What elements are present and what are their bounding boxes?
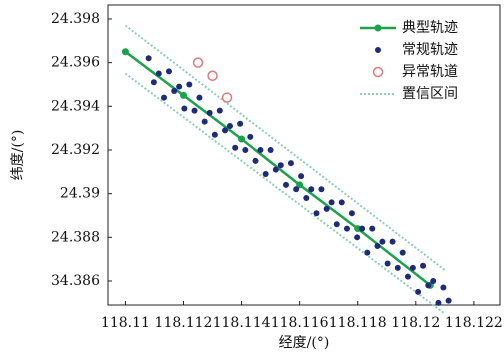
abnormal-point bbox=[192, 57, 204, 68]
normal-point bbox=[293, 186, 300, 193]
confidence-bound bbox=[124, 24, 446, 271]
legend-label: 典型轨迹 bbox=[402, 20, 458, 36]
normal-point bbox=[379, 238, 386, 245]
confidence-bound bbox=[124, 72, 446, 315]
y-tick-label: 24.388 bbox=[51, 229, 100, 245]
track-point bbox=[238, 135, 246, 143]
abnormal-point bbox=[221, 92, 233, 103]
normal-point bbox=[435, 299, 442, 306]
normal-point bbox=[359, 225, 366, 232]
y-axis-label: 纬度/(°) bbox=[10, 130, 26, 181]
track-point bbox=[179, 91, 187, 99]
normal-point bbox=[298, 173, 305, 180]
normal-point bbox=[171, 88, 178, 95]
normal-point bbox=[399, 249, 406, 256]
normal-point bbox=[165, 68, 172, 75]
normal-point bbox=[404, 273, 411, 280]
legend-swatch bbox=[372, 66, 384, 78]
x-axis-label: 经度/(°) bbox=[279, 335, 330, 351]
legend-swatch bbox=[374, 24, 382, 32]
normal-point bbox=[384, 260, 391, 267]
abnormal-point bbox=[207, 70, 218, 81]
normal-point bbox=[196, 94, 203, 101]
normal-point bbox=[181, 105, 188, 112]
normal-point bbox=[272, 166, 279, 173]
normal-point bbox=[262, 170, 269, 177]
normal-point bbox=[313, 210, 320, 217]
normal-point bbox=[374, 243, 381, 250]
normal-point bbox=[425, 282, 432, 289]
normal-point bbox=[409, 264, 416, 271]
y-tick-label: 24.39 bbox=[60, 186, 100, 202]
y-tick-label: 34.386 bbox=[51, 273, 100, 289]
normal-point bbox=[186, 81, 193, 88]
normal-point bbox=[420, 262, 427, 269]
track-point bbox=[296, 181, 304, 189]
x-tick-label: 118.11 bbox=[101, 315, 150, 331]
normal-point bbox=[343, 225, 350, 232]
normal-point bbox=[242, 146, 249, 153]
y-tick-label: 24.392 bbox=[51, 142, 100, 158]
normal-point bbox=[257, 146, 264, 153]
normal-point bbox=[338, 199, 345, 206]
legend-label: 置信区间 bbox=[402, 86, 458, 102]
y-tick-label: 24.394 bbox=[51, 98, 100, 114]
normal-point bbox=[389, 238, 396, 245]
normal-point bbox=[282, 181, 289, 188]
normal-point bbox=[191, 107, 198, 114]
normal-point bbox=[155, 70, 162, 77]
x-tick-label: 118.122 bbox=[445, 315, 503, 331]
track-point bbox=[121, 48, 129, 56]
normal-point bbox=[430, 277, 437, 284]
normal-point bbox=[150, 79, 157, 86]
normal-point bbox=[287, 160, 294, 167]
x-tick-label: 118.112 bbox=[155, 315, 213, 331]
x-tick-label: 118.118 bbox=[329, 315, 387, 331]
normal-point bbox=[445, 297, 452, 304]
normal-point bbox=[237, 120, 244, 127]
normal-point bbox=[267, 146, 274, 153]
normal-point bbox=[252, 157, 259, 164]
normal-point bbox=[176, 83, 183, 90]
normal-point bbox=[211, 131, 218, 138]
normal-point bbox=[303, 195, 310, 202]
normal-point bbox=[364, 249, 371, 256]
normal-point bbox=[369, 225, 376, 232]
normal-point bbox=[222, 127, 229, 134]
normal-point bbox=[201, 118, 208, 125]
plot-frame bbox=[107, 4, 501, 306]
normal-point bbox=[247, 133, 254, 140]
legend-label: 异常轨道 bbox=[402, 64, 458, 80]
legend-label: 常规轨迹 bbox=[402, 42, 458, 58]
normal-point bbox=[318, 186, 325, 193]
normal-point bbox=[161, 94, 168, 101]
x-tick-label: 118.116 bbox=[271, 315, 329, 331]
track-point bbox=[354, 225, 362, 233]
normal-point bbox=[145, 55, 152, 62]
normal-point bbox=[354, 234, 361, 241]
normal-point bbox=[323, 205, 330, 212]
y-tick-label: 24.396 bbox=[51, 55, 100, 71]
legend-swatch bbox=[375, 47, 381, 53]
normal-point bbox=[328, 199, 335, 206]
normal-point bbox=[348, 210, 355, 217]
normal-point bbox=[277, 162, 284, 169]
normal-point bbox=[394, 264, 401, 271]
normal-point bbox=[216, 107, 223, 114]
normal-point bbox=[206, 109, 213, 116]
normal-point bbox=[232, 144, 239, 151]
normal-point bbox=[440, 284, 447, 291]
normal-point bbox=[333, 221, 340, 228]
y-tick-label: 24.398 bbox=[51, 11, 100, 27]
normal-point bbox=[226, 122, 233, 129]
normal-point bbox=[415, 288, 422, 295]
normal-point bbox=[308, 186, 315, 193]
x-tick-label: 118.12 bbox=[391, 315, 440, 331]
x-tick-label: 118.114 bbox=[213, 315, 271, 331]
